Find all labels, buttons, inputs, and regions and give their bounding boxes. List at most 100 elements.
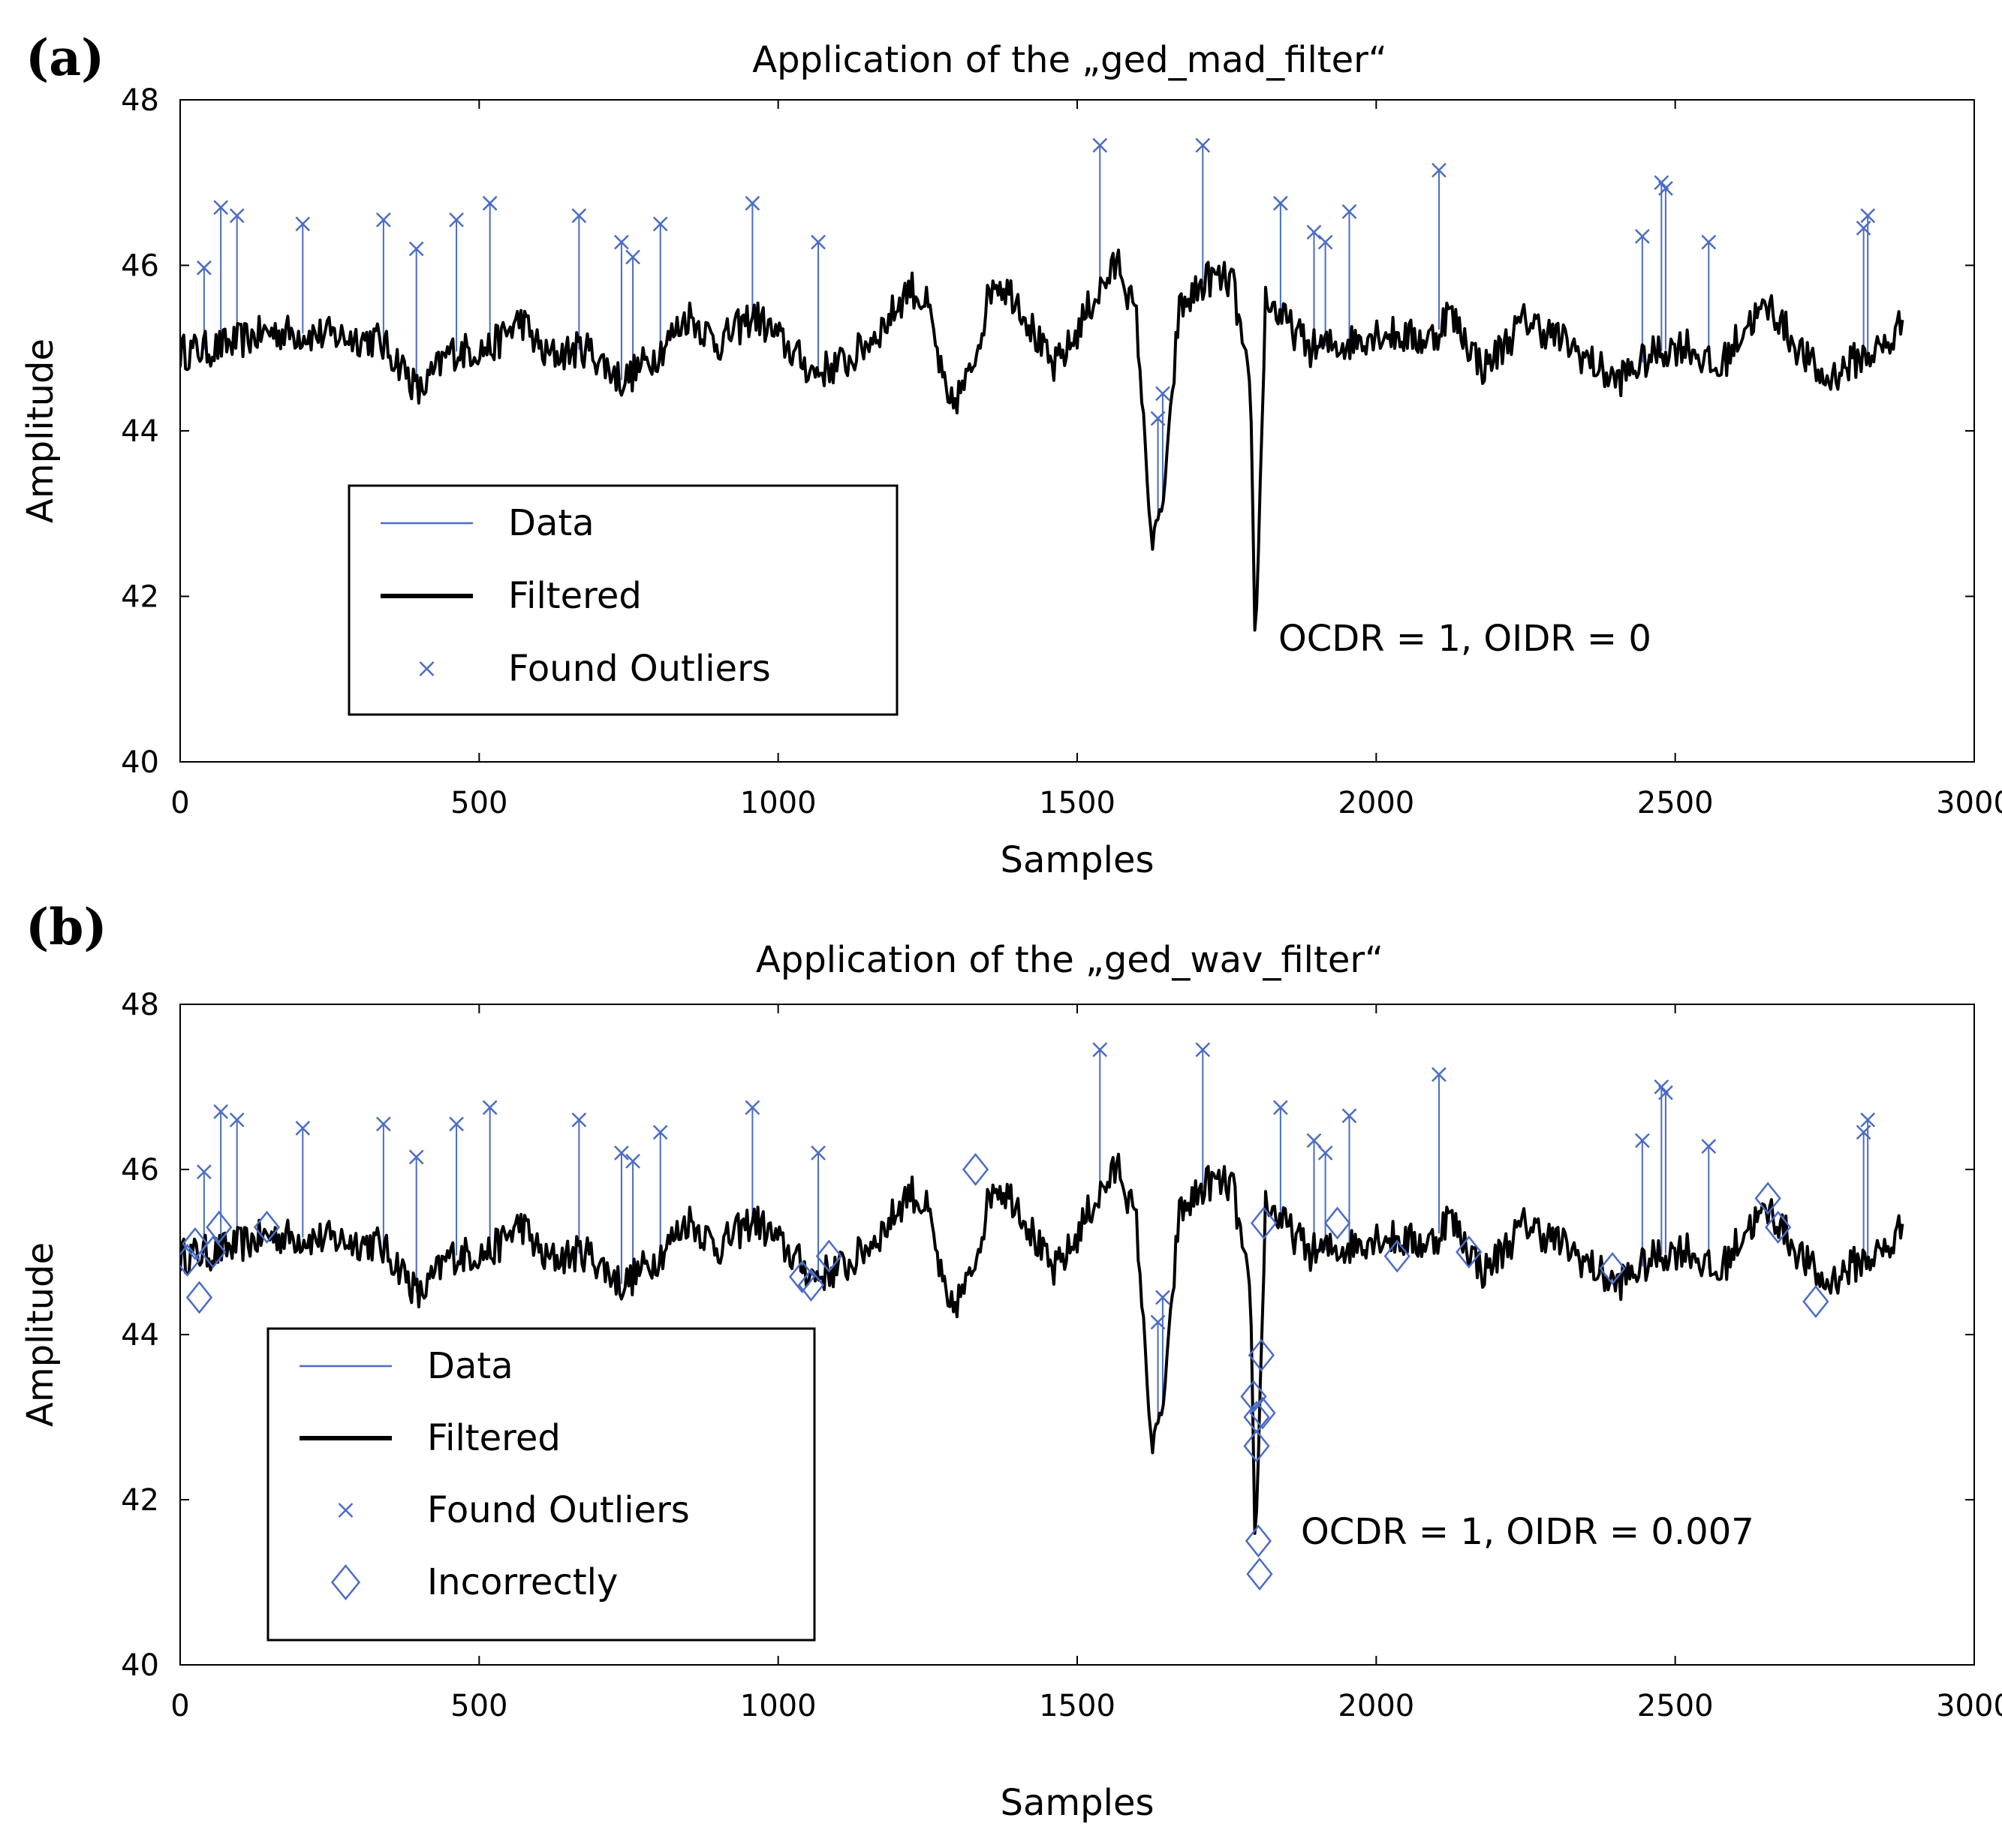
outlier-marker [1306,1133,1322,1148]
outlier-marker [295,216,311,232]
x-tick-label: 500 [450,1689,507,1723]
outlier-marker [213,1104,229,1119]
outlier-marker [614,234,629,250]
x-tick-label: 2000 [1338,1689,1414,1723]
incorrect-marker [1599,1251,1626,1286]
legend-outlier-swatch [338,1503,354,1518]
outlier-marker [745,1100,760,1115]
incorrect-marker [1243,1429,1270,1463]
y-tick-label: 46 [121,1153,159,1187]
outlier-marker [1155,386,1170,402]
panel-label: (a) [26,29,104,87]
x-tick-label: 500 [450,786,507,820]
x-tick-label: 3000 [1936,1689,2002,1723]
incorrect-marker [206,1210,233,1245]
outlier-marker [196,1164,212,1180]
outlier-marker [652,1124,668,1140]
metric-annotation: OCDR = 1, OIDR = 0 [1278,618,1651,660]
filtered-series [180,248,1904,632]
panel-b: (b) Application of the „ged_wav_filter“ 0 5… [20,898,2002,1824]
outlier-marker [375,212,391,227]
x-tick-label: 2000 [1338,786,1414,820]
legend: Data Filtered Found Outliers Incorrectly [266,1327,816,1642]
incorrect-marker [180,1243,201,1278]
x-tick-label: 1000 [740,786,817,820]
legend-box [266,1327,816,1642]
legend: Data Filtered Found Outliers [348,484,899,716]
outlier-marker [229,208,245,224]
outlier-marker [196,260,212,275]
incorrect-marker [185,1281,213,1314]
incorrect-marker [962,1152,989,1187]
y-axis-label: Amplitude [20,1242,62,1427]
outlier-marker [1658,181,1673,196]
plot-area [180,1042,1904,1591]
outlier-marker [1856,1124,1871,1140]
y-tick-label: 42 [121,580,159,615]
y-tick-label: 46 [121,249,159,284]
outlier-marker [1701,1139,1717,1154]
legend-label: Found Outliers [427,1489,690,1531]
incorrect-marker [1383,1239,1410,1273]
outlier-marker [1195,1042,1211,1058]
legend-label: Filtered [427,1417,561,1459]
panel-label: (b) [26,898,107,956]
outlier-marker [1195,137,1211,153]
outlier-marker [408,241,424,257]
x-axis-label: Samples [1001,1782,1155,1824]
legend-incorrect-swatch [330,1564,361,1600]
outlier-marker [1092,1042,1108,1058]
x-tick-label: 2500 [1637,1689,1714,1723]
outlier-marker [625,1154,640,1169]
filtered-series [180,1152,1904,1535]
outlier-marker [571,1112,587,1127]
outlier-marker [1306,224,1322,240]
outlier-marker [1341,203,1357,219]
outlier-marker [652,216,668,232]
outlier-marker [1317,234,1333,250]
panel-a: (a) Application of the „ged_mad_filter“ 0 5… [20,29,2002,881]
x-tick-label: 2500 [1637,786,1714,820]
outlier-marker [1317,1145,1333,1160]
incorrect-marker [253,1210,281,1245]
outlier-marker [745,195,760,211]
incorrect-marker [1246,1557,1273,1591]
outlier-marker [1701,234,1717,250]
incorrect-marker [1456,1235,1483,1269]
outlier-marker [1856,221,1871,236]
incorrect-marker [1249,1396,1276,1430]
outlier-marker [1341,1108,1357,1124]
legend-label: Filtered [508,575,642,617]
metric-annotation: OCDR = 1, OIDR = 0.007 [1301,1511,1754,1553]
incorrect-marker [1245,1524,1272,1558]
x-tick-label: 1500 [1039,1689,1115,1723]
y-tick-label: 48 [121,83,159,118]
outlier-marker [213,200,229,215]
x-tick-label: 1000 [740,1689,817,1723]
x-tick-label: 3000 [1936,786,2002,820]
incorrect-marker [1250,1206,1278,1240]
x-axis-label: Samples [1001,839,1155,881]
outlier-marker [1272,195,1288,211]
outlier-marker [229,1112,245,1127]
outlier-marker [1272,1100,1288,1115]
outlier-marker [811,1145,826,1160]
incorrect-marker [1765,1210,1792,1245]
x-tick-label: 0 [170,1689,189,1723]
legend-label: Data [427,1345,513,1387]
y-tick-label: 42 [121,1483,159,1518]
x-tick-label: 1500 [1039,786,1115,820]
x-tick-label: 0 [170,786,189,820]
outlier-marker [482,195,498,211]
incorrect-marker [797,1268,825,1302]
incorrect-marker [200,1235,227,1269]
plot-area [180,137,1904,632]
outlier-marker [1092,137,1108,153]
outlier-marker [449,212,464,227]
outlier-marker [1634,229,1650,244]
outlier-marker [1432,1067,1447,1082]
incorrect-marker [1240,1380,1267,1413]
outlier-marker [1150,411,1166,426]
outlier-marker [1432,162,1447,178]
